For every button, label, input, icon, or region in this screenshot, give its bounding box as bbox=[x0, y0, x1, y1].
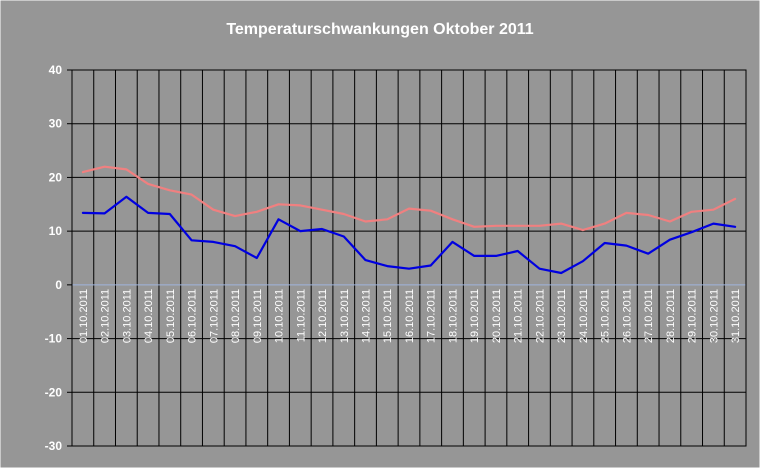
x-tick-label: 31.10.2011 bbox=[730, 289, 742, 343]
x-tick-label: 06.10.2011 bbox=[187, 289, 199, 343]
series-line-min-temperature bbox=[81, 195, 737, 275]
plot-area: 40 30 20 10 0 -10 -20 -30 01.10.2011 02.10.2011 03… bbox=[45, 63, 747, 453]
plot-border bbox=[71, 69, 747, 447]
x-tick-label: 11.10.2011 bbox=[295, 289, 307, 342]
y-tick-label: -30 bbox=[45, 439, 63, 453]
y-tick-label: 40 bbox=[49, 63, 63, 77]
x-tick-label: 08.10.2011 bbox=[230, 289, 242, 343]
y-tick-label: 10 bbox=[49, 224, 63, 238]
x-tick-label: 01.10.2011 bbox=[78, 289, 90, 343]
series-line-max-temperature bbox=[81, 165, 737, 232]
y-tick-label: 20 bbox=[49, 170, 63, 184]
x-tick-label: 30.10.2011 bbox=[708, 289, 720, 343]
x-tick-label: 18.10.2011 bbox=[447, 289, 459, 343]
x-tick-label: 07.10.2011 bbox=[208, 289, 220, 343]
x-tick-label: 04.10.2011 bbox=[143, 289, 155, 343]
x-tick-label: 09.10.2011 bbox=[252, 289, 264, 343]
y-tick-label: -20 bbox=[45, 385, 63, 399]
x-tick-label: 02.10.2011 bbox=[100, 289, 112, 343]
x-tick-label: 23.10.2011 bbox=[556, 289, 568, 343]
y-tick-label: 0 bbox=[55, 278, 62, 292]
x-tick-label: 29.10.2011 bbox=[687, 289, 699, 343]
x-tick-label: 22.10.2011 bbox=[534, 289, 546, 343]
y-tick-label: 30 bbox=[49, 117, 63, 131]
x-tick-label: 27.10.2011 bbox=[643, 289, 655, 343]
x-tick-label: 17.10.2011 bbox=[426, 289, 438, 343]
x-tick-label: 16.10.2011 bbox=[404, 289, 416, 343]
x-tick-label: 19.10.2011 bbox=[469, 289, 481, 343]
x-tick-label: 12.10.2011 bbox=[317, 289, 329, 343]
x-tick-label: 20.10.2011 bbox=[491, 289, 503, 343]
x-tick-label: 10.10.2011 bbox=[274, 289, 286, 343]
x-tick-label: 15.10.2011 bbox=[382, 289, 394, 343]
x-tick-label: 25.10.2011 bbox=[600, 289, 612, 343]
plot-background bbox=[72, 70, 746, 446]
y-tick-label: -10 bbox=[45, 332, 63, 346]
x-tick-label: 13.10.2011 bbox=[339, 289, 351, 343]
x-tick-label: 14.10.2011 bbox=[361, 289, 373, 343]
x-tick-label: 03.10.2011 bbox=[121, 289, 133, 343]
x-tick-label: 26.10.2011 bbox=[621, 289, 633, 343]
x-tick-label: 24.10.2011 bbox=[578, 289, 590, 343]
x-tick-label: 28.10.2011 bbox=[665, 289, 677, 343]
x-tick-label: 21.10.2011 bbox=[513, 289, 525, 343]
chart-title: Temperaturschwankungen Oktober 2011 bbox=[226, 21, 533, 38]
x-tick-label: 05.10.2011 bbox=[165, 289, 177, 343]
